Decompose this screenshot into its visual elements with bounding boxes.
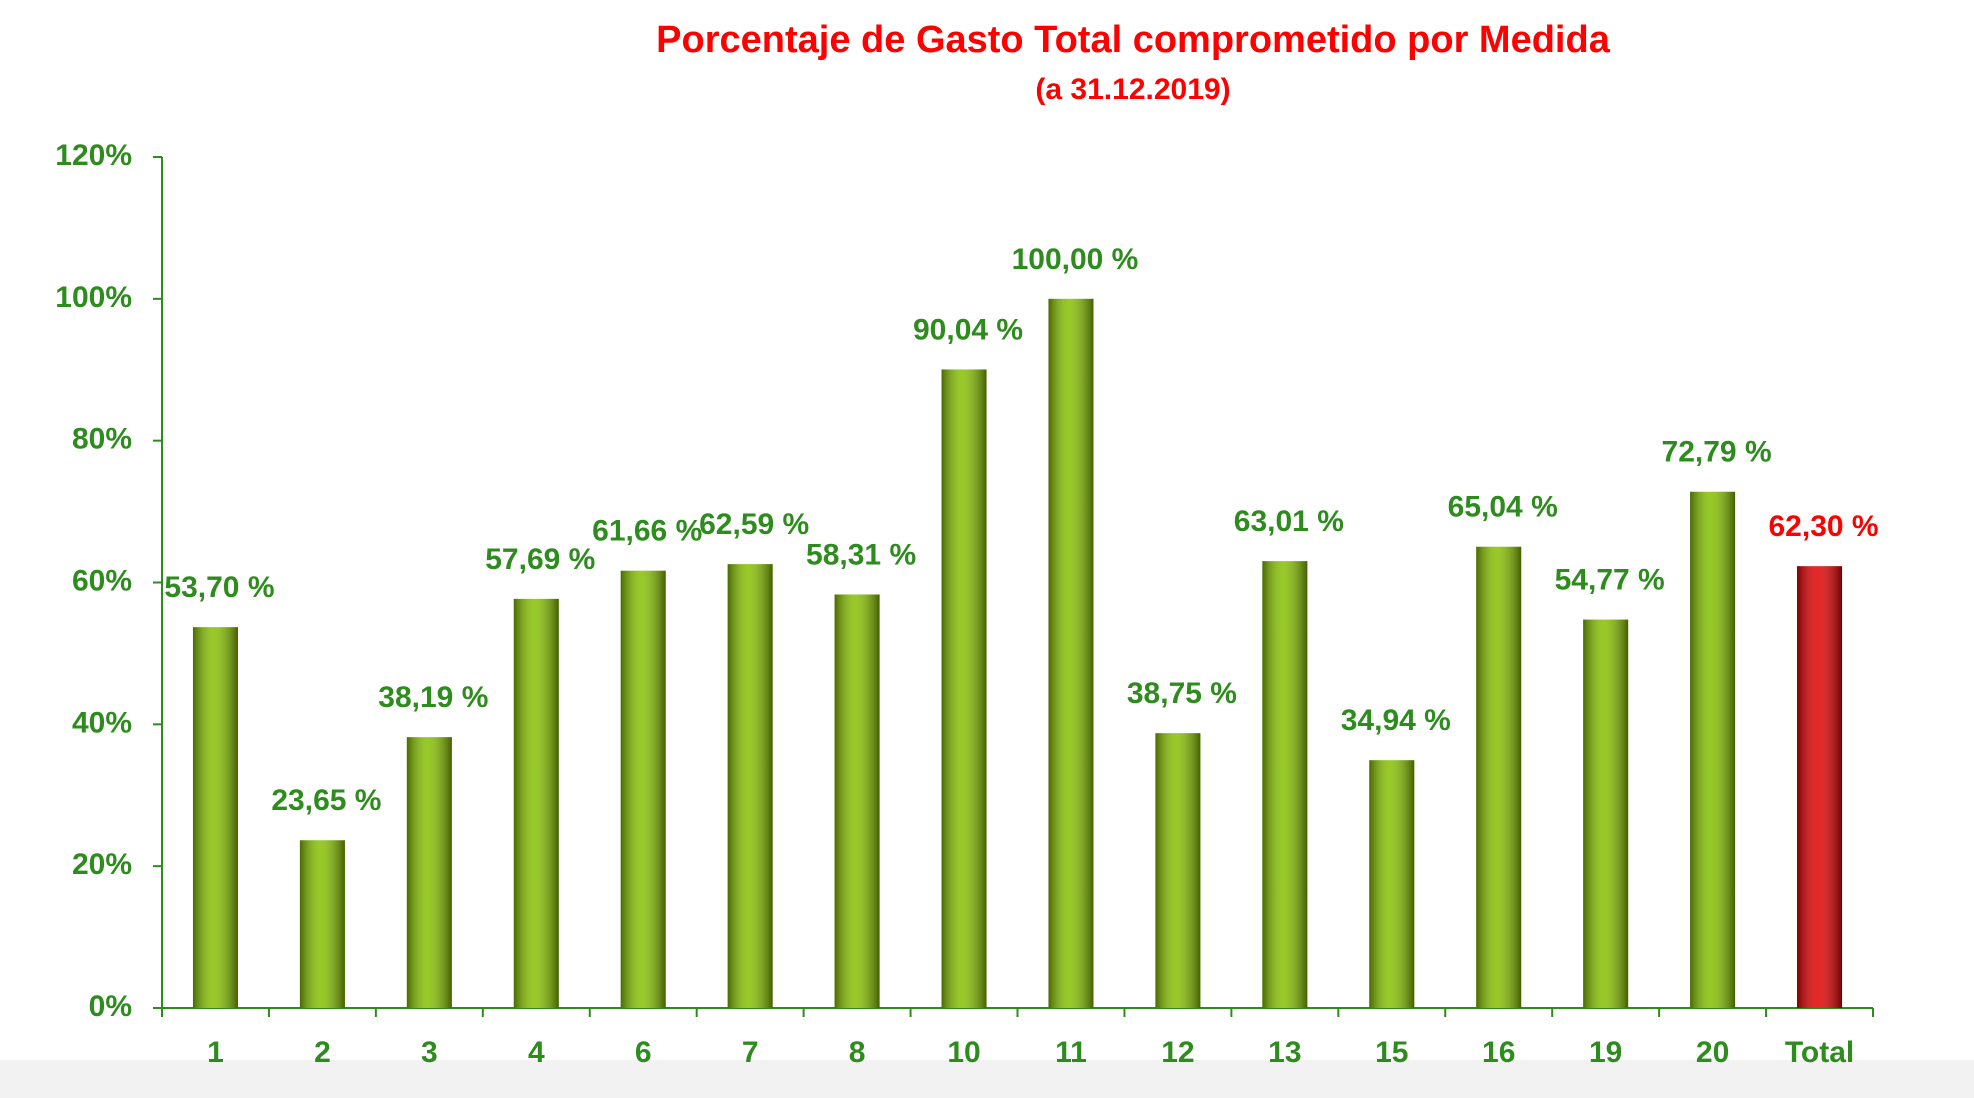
y-tick-label: 40% (72, 706, 132, 739)
x-tick-label: 15 (1375, 1036, 1408, 1069)
value-label: 34,94 % (1341, 704, 1451, 737)
x-tick-label: 19 (1589, 1036, 1622, 1069)
x-tick-label: Total (1785, 1036, 1854, 1069)
bar-shade (1048, 298, 1094, 1008)
bar-shade (299, 840, 345, 1008)
bar-shade (1369, 760, 1415, 1008)
y-tick-label: 80% (72, 423, 132, 456)
value-label: 90,04 % (913, 313, 1023, 346)
x-tick-label: 20 (1696, 1036, 1729, 1069)
value-label: 53,70 % (164, 571, 274, 604)
y-tick-label: 0% (89, 990, 132, 1023)
value-label: 72,79 % (1662, 436, 1772, 469)
x-tick-label: 13 (1268, 1036, 1301, 1069)
value-label: 23,65 % (271, 784, 381, 817)
y-tick-label: 20% (72, 848, 132, 881)
x-tick-label: 7 (742, 1036, 759, 1069)
chart-title: Porcentaje de Gasto Total comprometido p… (656, 19, 1611, 61)
value-label: 61,66 % (592, 515, 702, 548)
bar-shade (1476, 546, 1522, 1008)
x-tick-label: 11 (1055, 1036, 1087, 1069)
value-label: 62,59 % (699, 508, 809, 541)
bar-shade (1690, 491, 1736, 1008)
value-label: 54,77 % (1555, 564, 1665, 597)
y-tick-label: 120% (55, 139, 132, 172)
value-label: 100,00 % (1012, 243, 1139, 276)
y-tick-label: 100% (55, 281, 132, 314)
bar-shade (406, 737, 452, 1008)
bar-shade (834, 594, 880, 1008)
x-tick-label: 8 (849, 1036, 866, 1069)
value-label: 65,04 % (1448, 491, 1558, 524)
y-tick-label: 60% (72, 564, 132, 597)
bar-shade (192, 627, 238, 1008)
bar-shade (1155, 733, 1201, 1008)
x-tick-label: 6 (635, 1036, 652, 1069)
x-tick-label: 16 (1482, 1036, 1515, 1069)
value-label: 63,01 % (1234, 505, 1344, 538)
x-tick-label: 3 (421, 1036, 438, 1069)
bar-shade (513, 598, 559, 1008)
x-tick-label: 2 (314, 1036, 331, 1069)
value-label: 38,75 % (1127, 677, 1237, 710)
bar-shade (1797, 566, 1843, 1008)
value-label: 38,19 % (378, 681, 488, 714)
bar-shade (1583, 619, 1629, 1008)
x-tick-label: 10 (947, 1036, 980, 1069)
value-label: 58,31 % (806, 538, 916, 571)
bar-shade (941, 369, 987, 1009)
value-label: 57,69 % (485, 543, 595, 576)
bar-shade (1262, 561, 1308, 1008)
x-tick-label: 4 (528, 1036, 545, 1069)
bar-shade (620, 570, 666, 1008)
x-tick-label: 12 (1161, 1036, 1194, 1069)
x-tick-label: 1 (207, 1036, 224, 1069)
value-label: 62,30 % (1768, 510, 1878, 543)
footer-band (0, 1060, 1974, 1098)
chart-subtitle: (a 31.12.2019) (1035, 73, 1230, 106)
bar-shade (727, 564, 773, 1008)
